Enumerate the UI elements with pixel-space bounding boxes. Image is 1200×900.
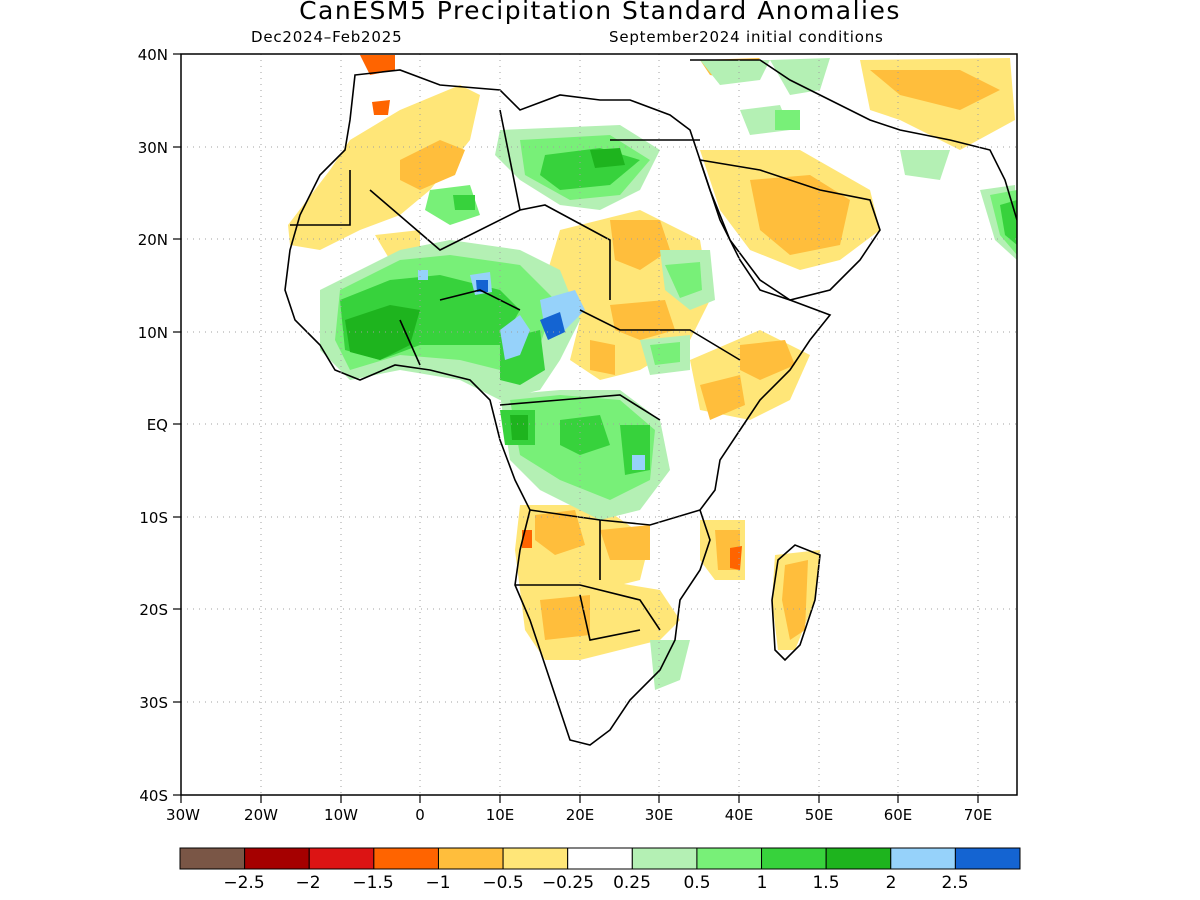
cb-label-12: 2.5 bbox=[941, 873, 968, 893]
colorbar-swatch bbox=[179, 847, 246, 870]
cb-label-2: −2 bbox=[295, 873, 320, 893]
cb-label-1: −2.5 bbox=[223, 873, 264, 893]
lon-labels: 30W 20W 10W 0 10E 20E 30E 40E 50E 60E 70… bbox=[166, 806, 992, 824]
lon-label-60e: 60E bbox=[884, 806, 913, 824]
lon-label-40e: 40E bbox=[725, 806, 754, 824]
lon-label-20e: 20E bbox=[566, 806, 595, 824]
lon-label-10w: 10W bbox=[324, 806, 358, 824]
colorbar bbox=[179, 847, 1021, 870]
cb-label-7: 0.25 bbox=[613, 873, 651, 893]
cb-label-5: −0.5 bbox=[482, 873, 523, 893]
lon-label-10e: 10E bbox=[486, 806, 515, 824]
cb-label-10: 1.5 bbox=[812, 873, 839, 893]
colorbar-swatch bbox=[437, 847, 504, 870]
lat-ticks bbox=[173, 53, 181, 796]
colorbar-swatch bbox=[308, 847, 375, 870]
grid-lines bbox=[181, 54, 1017, 795]
lon-label-50e: 50E bbox=[805, 806, 834, 824]
lat-label-20s: 20S bbox=[139, 601, 168, 619]
colorbar-swatch bbox=[567, 847, 633, 870]
colorbar-swatch bbox=[954, 847, 1021, 870]
cb-label-4: −1 bbox=[425, 873, 450, 893]
lon-label-0: 0 bbox=[415, 806, 425, 824]
lat-label-10s: 10S bbox=[139, 509, 168, 527]
lon-label-70e: 70E bbox=[964, 806, 993, 824]
lat-label-eq: EQ bbox=[147, 416, 168, 434]
map-title: CanESM5 Precipitation Standard Anomalies bbox=[299, 0, 901, 25]
cb-label-8: 0.5 bbox=[683, 873, 710, 893]
anomaly-field bbox=[288, 55, 1017, 690]
lon-label-30e: 30E bbox=[645, 806, 674, 824]
lat-label-40s: 40S bbox=[139, 787, 168, 805]
lat-label-10n: 10N bbox=[138, 324, 168, 342]
colorbar-swatch bbox=[890, 847, 956, 870]
lat-label-40n: 40N bbox=[138, 46, 168, 64]
coastlines bbox=[284, 59, 1017, 746]
lon-ticks bbox=[180, 795, 979, 803]
colorbar-swatch bbox=[825, 847, 892, 870]
lat-label-30n: 30N bbox=[138, 139, 168, 157]
cb-label-3: −1.5 bbox=[352, 873, 393, 893]
colorbar-swatch bbox=[696, 847, 763, 870]
lat-label-20n: 20N bbox=[138, 231, 168, 249]
colorbar-swatch bbox=[244, 847, 310, 870]
season-subtitle: Dec2024–Feb2025 bbox=[251, 28, 403, 46]
lon-label-20w: 20W bbox=[244, 806, 278, 824]
lat-label-30s: 30S bbox=[139, 694, 168, 712]
colorbar-swatch bbox=[502, 847, 569, 870]
cb-label-9: 1 bbox=[757, 873, 768, 893]
colorbar-swatch bbox=[761, 847, 827, 870]
cb-label-6: −0.25 bbox=[542, 873, 594, 893]
cb-label-11: 2 bbox=[886, 873, 897, 893]
colorbar-swatch bbox=[631, 847, 698, 870]
lon-label-30w: 30W bbox=[166, 806, 200, 824]
init-conditions-subtitle: September2024 initial conditions bbox=[609, 28, 884, 46]
colorbar-labels: −2.5 −2 −1.5 −1 −0.5 −0.25 0.25 0.5 1 1.… bbox=[223, 873, 968, 893]
lat-labels: 40N 30N 20N 10N EQ 10S 20S 30S 40S bbox=[138, 46, 168, 805]
colorbar-swatch bbox=[373, 847, 439, 870]
